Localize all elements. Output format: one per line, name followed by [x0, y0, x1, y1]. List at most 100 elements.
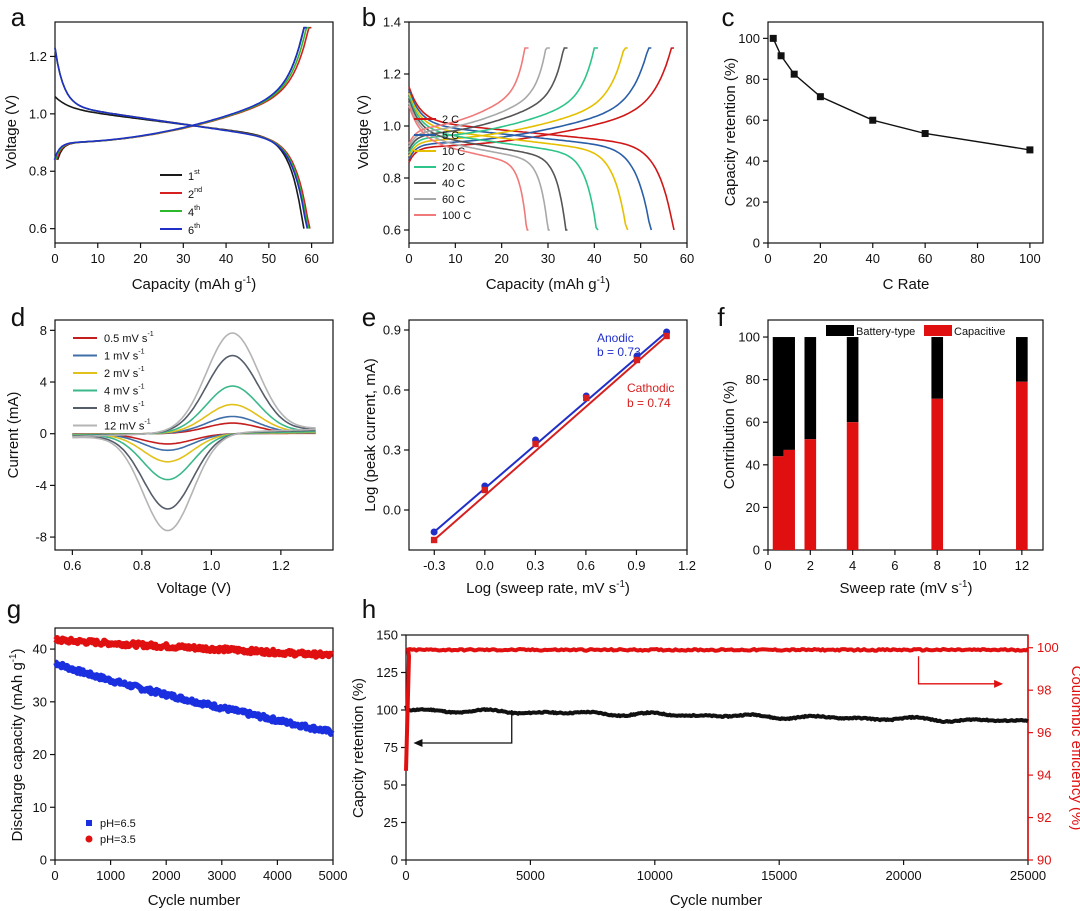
x-tick-label: 20: [133, 251, 147, 266]
plot-frame: [767, 21, 1044, 244]
x-tick-label: 80: [970, 251, 984, 266]
legend-label-sup: -1: [144, 418, 150, 426]
charge-curve: [53, 26, 307, 161]
x-tick-label: 20: [494, 251, 508, 266]
panel-d: 0.6 0.8 1.0 1.2 -8 -4 0 4 8d Voltage (V) Current (…: [5, 302, 334, 597]
x-tick-label: 6: [891, 558, 898, 573]
x-tick-label: 40: [587, 251, 601, 266]
y-tick-label: 4: [40, 375, 47, 390]
y-tick-label: 150: [376, 628, 398, 643]
x-axis-label: Voltage (V): [157, 580, 231, 597]
x-axis-label-main: Capacity (mAh g: [486, 276, 597, 293]
legend-label: 60 C: [442, 194, 465, 206]
x-tick-label: 100: [1019, 251, 1041, 266]
legend-label: 10 C: [442, 146, 465, 158]
x-tick-label: 2: [807, 558, 814, 573]
y-tick-label: 75: [384, 740, 398, 755]
legend-marker: [85, 835, 93, 843]
panel-label-b: b: [362, 2, 376, 32]
y-tick-label: 0.9: [383, 323, 401, 338]
legend-label: pH=3.5: [100, 834, 136, 846]
retention-line: [772, 38, 1031, 151]
data-point: [430, 536, 438, 544]
y-tick-label: 0: [391, 853, 398, 868]
bar-capacitive: [772, 456, 785, 550]
y-tick-label: 60: [746, 415, 760, 430]
charge-curve: [408, 47, 675, 163]
fit-line: [433, 331, 668, 533]
y-tick-label: 50: [384, 778, 398, 793]
x-tick-label: 0: [405, 251, 412, 266]
legend-label: Battery-type: [856, 326, 915, 338]
x-tick-label: 50: [633, 251, 647, 266]
y-tick-label: 80: [746, 372, 760, 387]
y-axis-label: Discharge capacity (mAh g-1): [8, 649, 26, 842]
arrow-right-head: [994, 679, 1004, 688]
y-axis-label: Log (peak current, mA): [362, 358, 379, 511]
y-tick-label: -4: [35, 478, 47, 493]
legend-swatch: [924, 325, 952, 336]
data-point: [869, 116, 877, 124]
y-tick-label-right: 98: [1037, 683, 1051, 698]
arrow-left: [418, 710, 513, 744]
panel-label-h: h: [362, 594, 376, 624]
x-tick-label: 4: [849, 558, 856, 573]
x-axis-label-sup: -1: [616, 579, 625, 590]
bar-battery-type: [804, 337, 817, 440]
y-axis-label-end: ): [9, 649, 26, 654]
x-axis-label: Cycle number: [148, 892, 241, 909]
y-tick-label-right: 92: [1037, 810, 1051, 825]
x-axis-label: Capacity (mAh g-1): [132, 275, 257, 293]
legend-label: pH=6.5: [100, 818, 136, 830]
arrow-left-head: [413, 739, 423, 747]
legend-label: 2nd: [188, 186, 202, 201]
x-tick-label: 1.2: [272, 558, 290, 573]
annotation-cathodic-b: b = 0.74: [627, 396, 671, 410]
legend-label-sup: st: [194, 168, 200, 176]
plot-frame: [767, 319, 1044, 551]
x-tick-label: 12: [1015, 558, 1029, 573]
legend-label: 2 mV s-1: [104, 365, 145, 380]
x-tick-label: 40: [219, 251, 233, 266]
discharge-curve: [408, 86, 675, 231]
x-axis-label-sup: -1: [243, 275, 252, 286]
y-tick-label: 40: [33, 642, 47, 657]
y-tick-label: 1.2: [29, 49, 47, 64]
plot-frame: [54, 627, 334, 861]
bar-battery-type: [1016, 337, 1028, 382]
capacity-retention-line: [404, 704, 1029, 724]
x-tick-label: 30: [176, 251, 190, 266]
x-tick-label: 1000: [96, 868, 125, 883]
x-tick-label: 1.2: [678, 558, 696, 573]
y-axis-label: Capacity retention (%): [722, 58, 739, 206]
discharge-curve: [54, 47, 310, 229]
y-axis-label-sup: -1: [8, 654, 19, 663]
panel-label-e: e: [362, 302, 376, 332]
x-axis-label-main: Sweep rate (mV s: [840, 580, 959, 597]
y-tick-label: 0.8: [29, 164, 47, 179]
legend-label: Capacitive: [954, 326, 1005, 338]
charge-curve: [408, 47, 529, 145]
x-tick-label: 0: [51, 868, 58, 883]
y-tick-label: 30: [33, 694, 47, 709]
legend-label-main: 1 mV s: [104, 351, 139, 363]
y-tick-label: 100: [738, 31, 760, 46]
legend-label-sup: -1: [138, 400, 144, 408]
legend-label: 20 C: [442, 162, 465, 174]
y-tick-label-right: 100: [1037, 640, 1059, 655]
legend-label: 12 mV s-1: [104, 418, 151, 433]
y-axis-label: Contribution (%): [721, 381, 738, 489]
legend-label: 40 C: [442, 178, 465, 190]
cv-reduction: [72, 430, 316, 481]
x-tick-label: 25000: [1010, 868, 1046, 883]
y-tick-label: 20: [33, 747, 47, 762]
data-point: [777, 52, 785, 60]
cv-reduction: [72, 428, 316, 532]
x-axis-label-end: ): [251, 276, 256, 293]
y-tick-label: 0.0: [383, 503, 401, 518]
y-tick-label: 40: [746, 457, 760, 472]
y-tick-label: 60: [746, 113, 760, 128]
series-band: [53, 659, 335, 737]
data-point: [583, 394, 590, 402]
